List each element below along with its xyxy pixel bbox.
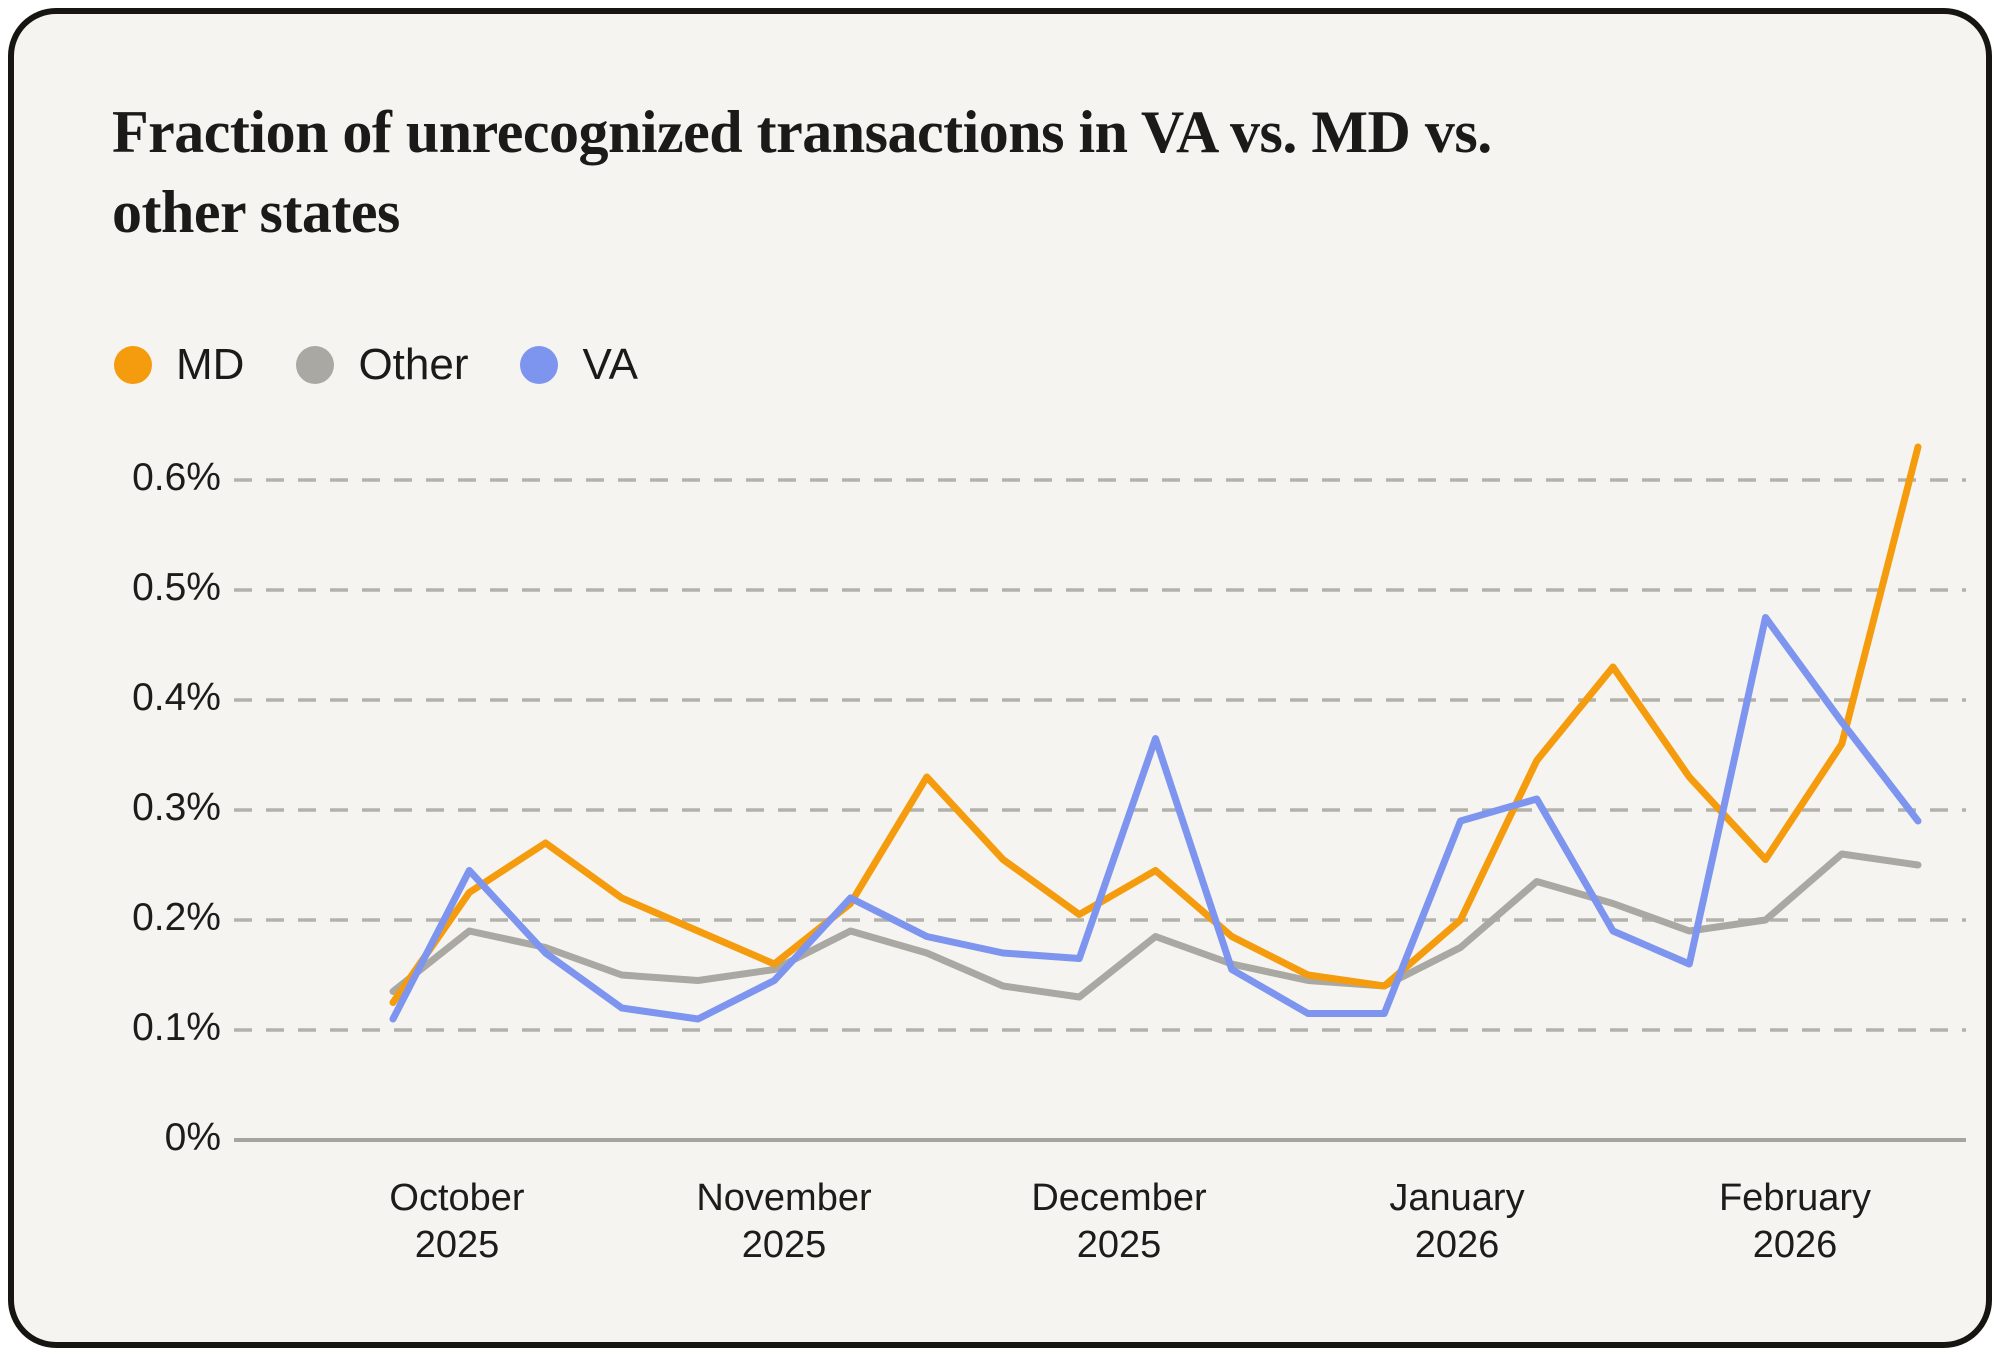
chart-legend: MD Other VA — [114, 340, 638, 390]
y-axis-tick-label: 0% — [165, 1116, 221, 1159]
line-chart: 0% 0.1% 0.2% 0.3% 0.4% 0.5% 0.6% October 2025 Nov… — [132, 443, 1966, 1266]
legend-label: Other — [358, 340, 469, 389]
y-axis-tick-label: 0.3% — [132, 786, 221, 829]
x-axis-month-label: February — [1719, 1177, 1871, 1219]
legend-item-md[interactable]: MD — [114, 340, 244, 390]
legend-label: MD — [176, 340, 245, 389]
legend-item-other[interactable]: Other — [296, 340, 468, 390]
x-axis-month-label: January — [1389, 1177, 1524, 1219]
y-axis-tick-label: 0.6% — [132, 456, 221, 499]
x-axis-year-label: 2026 — [1753, 1224, 1838, 1266]
chart-title-line2: other states — [112, 179, 400, 245]
x-axis-month-label: October — [389, 1177, 525, 1219]
series-line-other[interactable] — [389, 850, 1922, 1001]
chart-card: Fraction of unrecognized transactions in… — [8, 8, 1992, 1348]
series-line-va[interactable] — [389, 614, 1922, 1023]
x-axis-year-label: 2025 — [1077, 1224, 1162, 1266]
y-axis-tick-label: 0.2% — [132, 896, 221, 939]
y-axis-tick-label: 0.1% — [132, 1006, 221, 1049]
legend-dot-other — [296, 346, 335, 384]
chart-title-line1: Fraction of unrecognized transactions in… — [112, 99, 1492, 165]
y-axis-tick-label: 0.4% — [132, 676, 221, 719]
series-line-md[interactable] — [389, 443, 1922, 1006]
x-axis-month-label: December — [1031, 1177, 1207, 1219]
x-axis-year-label: 2025 — [415, 1224, 500, 1266]
x-axis-year-label: 2026 — [1415, 1224, 1500, 1266]
legend-dot-va — [520, 346, 559, 384]
legend-dot-md — [114, 346, 152, 384]
chart-title: Fraction of unrecognized transactions in… — [112, 92, 1712, 252]
x-axis-month-label: November — [696, 1177, 872, 1219]
x-axis-year-label: 2025 — [742, 1224, 827, 1266]
legend-label: VA — [582, 340, 638, 389]
legend-item-va[interactable]: VA — [520, 340, 638, 390]
y-axis-tick-label: 0.5% — [132, 566, 221, 609]
